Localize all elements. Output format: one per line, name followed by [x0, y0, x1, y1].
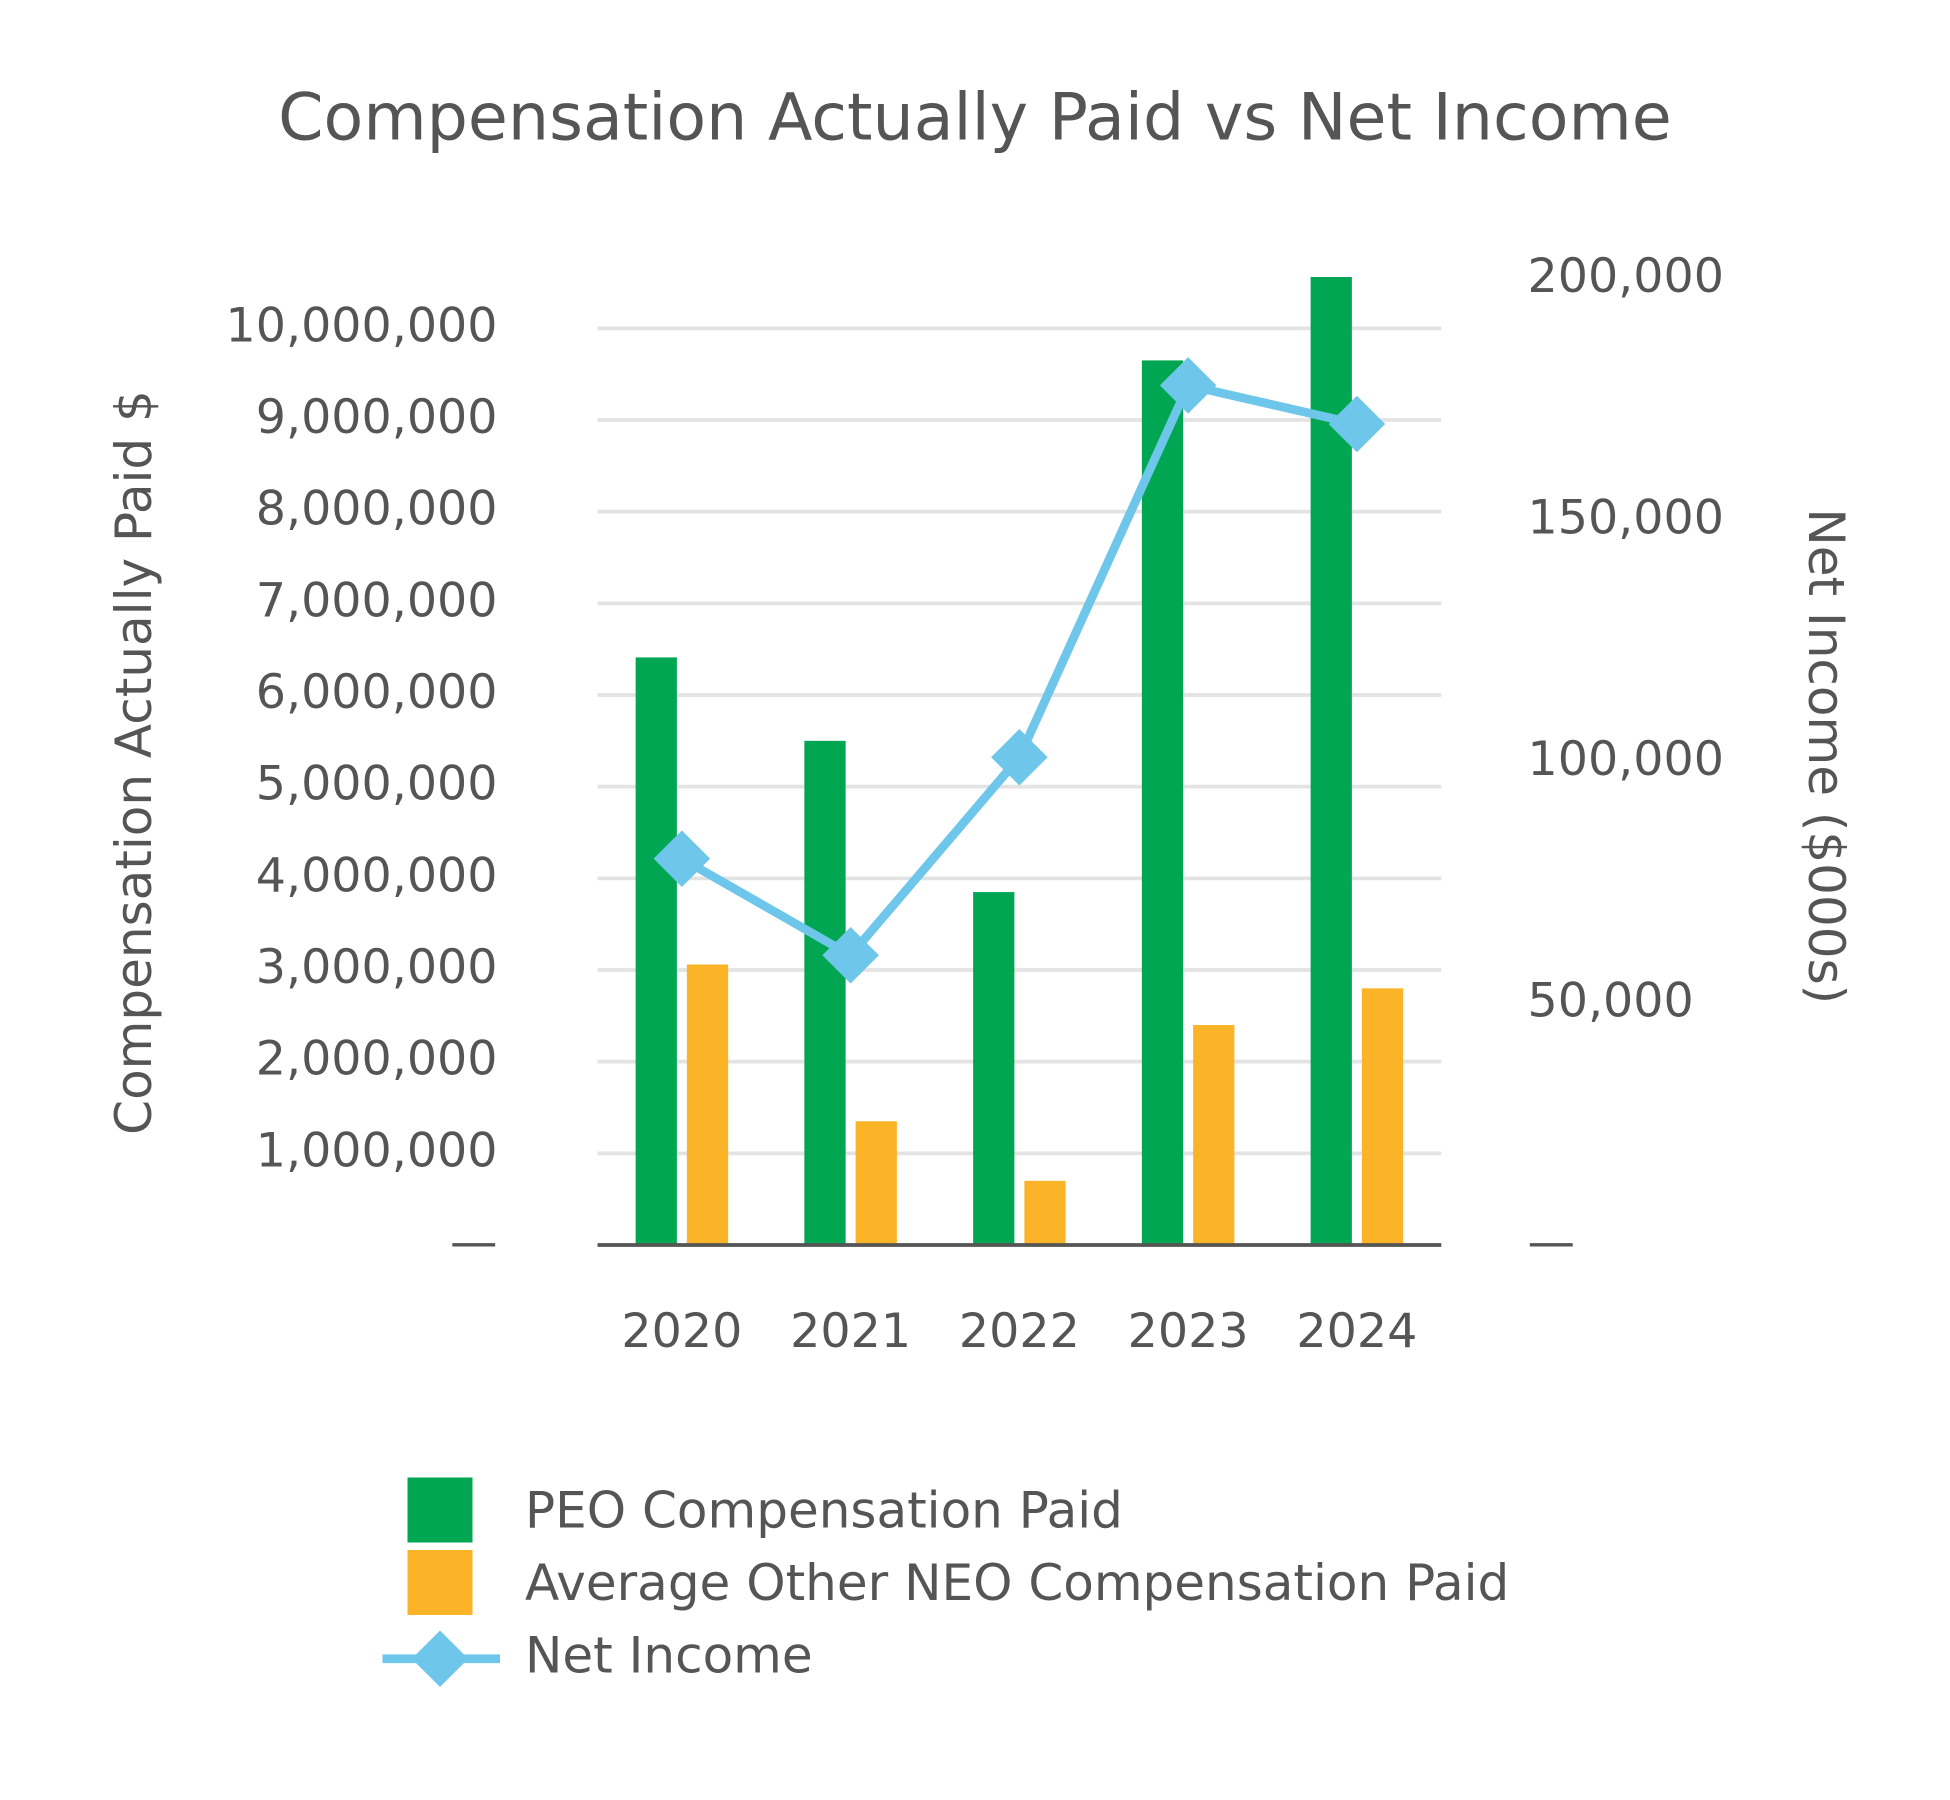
- y-tick-label: 8,000,000: [256, 482, 498, 537]
- bar: [973, 892, 1015, 1245]
- legend-label: PEO Compensation Paid: [525, 1481, 1123, 1539]
- bar: [804, 740, 846, 1245]
- y-tick-label: 2,000,000: [256, 1032, 498, 1087]
- bar: [635, 657, 677, 1245]
- legend-marker: [411, 1630, 469, 1688]
- y-axis-title: Compensation Actually Paid $: [105, 390, 163, 1135]
- bar: [1024, 1180, 1066, 1245]
- x-tick-label: 2023: [1128, 1304, 1249, 1359]
- line-marker: [991, 728, 1048, 786]
- y-tick-label: 7,000,000: [256, 573, 498, 628]
- legend-swatch: [407, 1550, 473, 1615]
- x-tick-label: 2022: [959, 1304, 1080, 1359]
- y-tick-label: 10,000,000: [226, 298, 498, 353]
- y-tick-label: 4,000,000: [256, 848, 498, 903]
- y-tick-label: —: [450, 1215, 498, 1270]
- x-tick-label: 2024: [1296, 1304, 1417, 1359]
- y-tick-label: 9,000,000: [256, 390, 498, 445]
- y2-tick-label: 200,000: [1528, 249, 1724, 304]
- line-marker: [1159, 357, 1217, 414]
- y2-axis-title: Net Income ($000s): [1797, 508, 1855, 1004]
- y2-tick-label: 50,000: [1528, 974, 1694, 1029]
- y2-tick-label: —: [1528, 1215, 1576, 1270]
- legend-label: Net Income: [525, 1626, 813, 1684]
- chart-title: Compensation Actually Paid vs Net Income: [278, 80, 1672, 155]
- y-tick-label: 6,000,000: [256, 665, 498, 720]
- y2-tick-label: 150,000: [1528, 491, 1724, 546]
- bar: [1361, 988, 1404, 1245]
- legend-swatch: [407, 1477, 473, 1543]
- y2-tick-label: 100,000: [1528, 732, 1724, 787]
- bar: [686, 964, 729, 1245]
- y-tick-label: 1,000,000: [256, 1123, 498, 1178]
- y-tick-label: 3,000,000: [256, 940, 498, 995]
- legend-label: Average Other NEO Compensation Paid: [525, 1554, 1509, 1612]
- line-marker: [822, 926, 879, 984]
- bar: [855, 1121, 897, 1245]
- line: [679, 380, 1358, 961]
- bar: [1193, 1025, 1235, 1245]
- y-tick-label: 5,000,000: [256, 757, 498, 812]
- line-marker: [653, 830, 711, 887]
- bar: [1141, 360, 1184, 1245]
- x-tick-label: 2021: [790, 1304, 911, 1359]
- x-tick-label: 2020: [621, 1304, 742, 1359]
